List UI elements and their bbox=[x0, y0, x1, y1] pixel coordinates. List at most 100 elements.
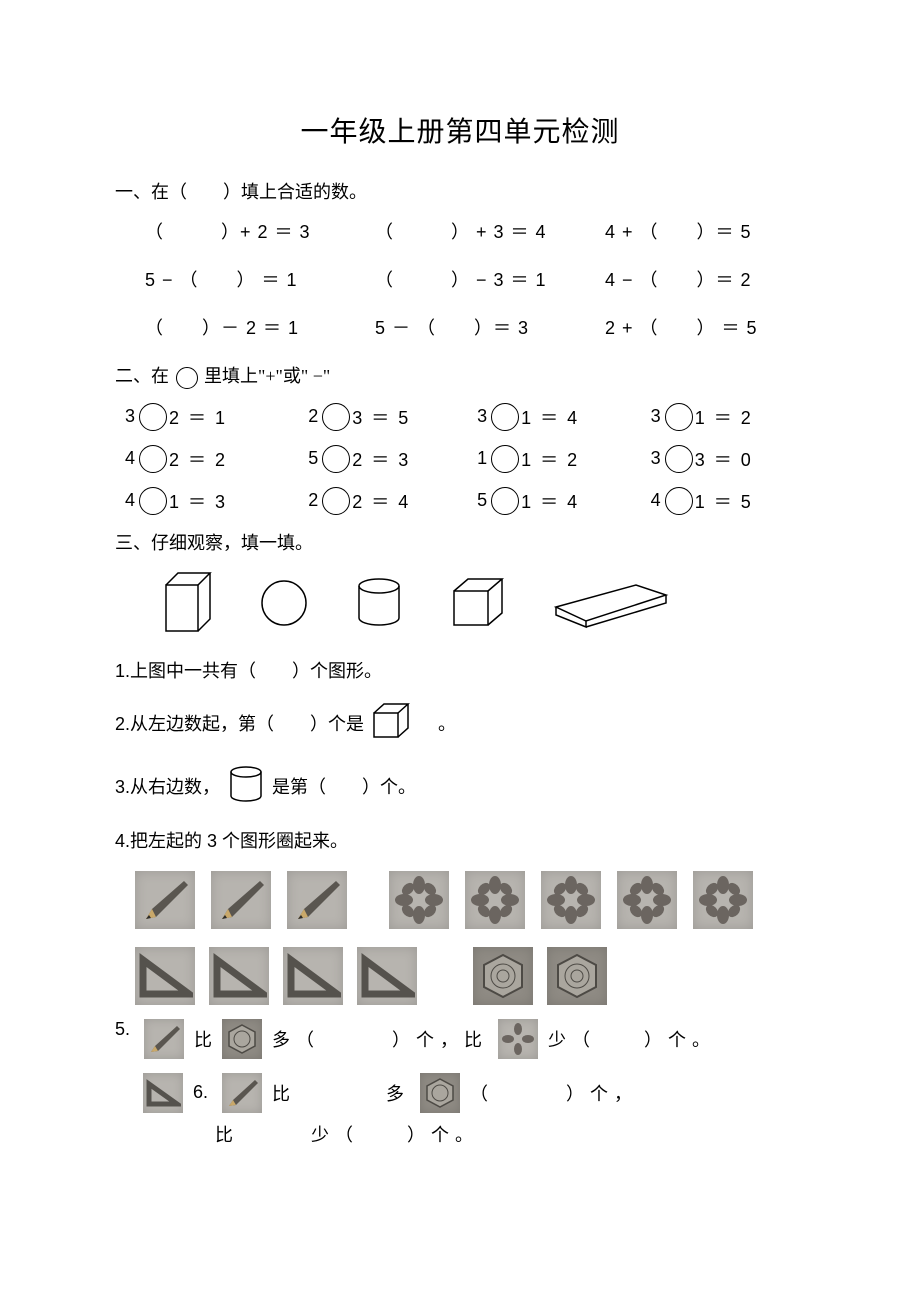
p2-b: 2 ＝ 2 bbox=[169, 446, 227, 472]
section-2-grid: 32 ＝ 1 23 ＝ 5 31 ＝ 4 31 ＝ 2 42 ＝ 2 52 ＝ … bbox=[125, 403, 805, 515]
spacer bbox=[431, 947, 459, 1005]
q5-line: 5. 比 多（ ）个，比 少（ ）个。 bbox=[115, 1019, 805, 1059]
p2-b: 1 ＝ 2 bbox=[521, 446, 579, 472]
p2-a: 3 bbox=[477, 406, 489, 427]
q6-t1: 比 bbox=[272, 1080, 296, 1106]
blank-circle bbox=[491, 487, 519, 515]
q2-pre: 2.从左边数起，第（ ）个是 bbox=[115, 710, 364, 736]
p2-cell: 4 1 ＝ 3 bbox=[125, 487, 308, 515]
p1-cell: 5 − （ ） ＝ 1 bbox=[145, 266, 375, 292]
cylinder-icon bbox=[352, 576, 406, 630]
page-title: 一年级上册第四单元检测 bbox=[115, 110, 805, 150]
q6-t2: 多 bbox=[386, 1080, 410, 1106]
p2-b: 3 ＝ 0 bbox=[695, 446, 753, 472]
q4-line: 4.把左起的 3 个图形圈起来。 bbox=[115, 827, 805, 853]
flower-tile bbox=[541, 871, 601, 929]
p1-cell: （ ）－ 2 ＝ 1 bbox=[145, 314, 375, 340]
p2-row: 3 2 ＝ 1 2 3 ＝ 5 31 ＝ 4 3 1 ＝ 2 bbox=[125, 403, 805, 431]
p2-cell: 3 2 ＝ 1 bbox=[125, 403, 308, 431]
pencil-small-tile bbox=[144, 1019, 184, 1059]
cube-icon bbox=[448, 575, 510, 631]
flower-tile bbox=[617, 871, 677, 929]
q5-t3: 少（ ）个。 bbox=[548, 1026, 716, 1052]
p2-a: 4 bbox=[125, 448, 137, 469]
blank-circle bbox=[139, 403, 167, 431]
q1-line: 1.上图中一共有（ ）个图形。 bbox=[115, 657, 805, 683]
q6-line-2: 比 少（ ）个。 bbox=[215, 1121, 805, 1147]
p2-a: 3 bbox=[651, 406, 663, 427]
cylinder-inline-icon bbox=[226, 764, 266, 809]
p2-b: 3 ＝ 5 bbox=[352, 404, 410, 430]
spacer bbox=[363, 871, 373, 929]
p1-row: （ ）+ 2 ＝ 3 （ ） + 3 ＝ 4 4 + （ ）＝ 5 bbox=[145, 218, 805, 244]
section-2-text-a: 二、在 bbox=[115, 366, 174, 386]
q5-t1: 比 bbox=[194, 1026, 212, 1052]
section-1-grid: （ ）+ 2 ＝ 3 （ ） + 3 ＝ 4 4 + （ ）＝ 5 5 − （ … bbox=[145, 218, 805, 340]
p2-cell: 22 ＝ 4 bbox=[308, 487, 477, 515]
blank-circle bbox=[322, 445, 350, 473]
cube-inline-icon bbox=[370, 701, 414, 746]
q5-num: 5. bbox=[115, 1019, 130, 1040]
p2-b: 1 ＝ 3 bbox=[169, 488, 227, 514]
blank-circle bbox=[491, 403, 519, 431]
p2-a: 3 bbox=[125, 406, 137, 427]
q2-post: 。 bbox=[420, 710, 456, 736]
p2-b: 1 ＝ 4 bbox=[521, 488, 579, 514]
p2-b: 2 ＝ 3 bbox=[352, 446, 410, 472]
hexagon-tile bbox=[473, 947, 533, 1005]
q3-post: 是第（ ）个。 bbox=[272, 773, 416, 799]
q6-line: 6. 比 多 （ ）个， bbox=[115, 1073, 805, 1113]
blank-circle bbox=[322, 403, 350, 431]
hexagon-small-tile bbox=[420, 1073, 460, 1113]
cuboid-long-icon bbox=[552, 577, 672, 629]
p1-cell: （ ）+ 2 ＝ 3 bbox=[145, 218, 375, 244]
image-row-2 bbox=[135, 947, 805, 1005]
p2-row: 4 1 ＝ 3 22 ＝ 4 5 1 ＝ 4 4 1 ＝ 5 bbox=[125, 487, 805, 515]
q6-t3: （ ）个， bbox=[470, 1080, 638, 1106]
p2-a: 2 bbox=[308, 406, 320, 427]
p2-a: 3 bbox=[651, 448, 663, 469]
blank-circle bbox=[665, 403, 693, 431]
section-2-head: 二、在 里填上"+"或" −" bbox=[115, 362, 805, 389]
p2-a: 4 bbox=[651, 490, 663, 511]
p2-b: 2 ＝ 1 bbox=[169, 404, 227, 430]
p1-cell: （ ） + 3 ＝ 4 bbox=[375, 218, 605, 244]
p2-cell: 5 2 ＝ 3 bbox=[308, 445, 477, 473]
blank-circle bbox=[665, 487, 693, 515]
pencil-small-tile bbox=[222, 1073, 262, 1113]
p1-cell: 4 + （ ）＝ 5 bbox=[605, 218, 825, 244]
blank-circle bbox=[491, 445, 519, 473]
flower-small-tile bbox=[498, 1019, 538, 1059]
pencil-tile bbox=[211, 871, 271, 929]
pencil-tile bbox=[135, 871, 195, 929]
triangle-tile bbox=[357, 947, 417, 1005]
p1-cell: 4 − （ ）＝ 2 bbox=[605, 266, 825, 292]
p2-b: 1 ＝ 2 bbox=[695, 404, 753, 430]
p2-b: 1 ＝ 5 bbox=[695, 488, 753, 514]
image-row-1 bbox=[135, 871, 805, 929]
q2-line: 2.从左边数起，第（ ）个是 。 bbox=[115, 701, 805, 746]
section-2-text-b: 里填上"+"或" −" bbox=[200, 366, 331, 386]
q4-text: 4.把左起的 3 个图形圈起来。 bbox=[115, 827, 348, 853]
triangle-tile bbox=[283, 947, 343, 1005]
p2-cell: 31 ＝ 4 bbox=[477, 403, 651, 431]
triangle-tile bbox=[209, 947, 269, 1005]
p2-cell: 3 3 ＝ 0 bbox=[651, 445, 805, 473]
triangle-tile bbox=[135, 947, 195, 1005]
p2-b: 2 ＝ 4 bbox=[352, 488, 410, 514]
p2-a: 4 bbox=[125, 490, 137, 511]
flower-tile bbox=[693, 871, 753, 929]
p2-a: 1 bbox=[477, 448, 489, 469]
section-3-head: 三、仔细观察，填一填。 bbox=[115, 529, 805, 555]
cuboid-tall-icon bbox=[160, 569, 216, 637]
section-1-head: 一、在（ ）填上合适的数。 bbox=[115, 178, 805, 204]
q1-text: 1.上图中一共有（ ）个图形。 bbox=[115, 657, 382, 683]
p2-a: 5 bbox=[477, 490, 489, 511]
p2-a: 5 bbox=[308, 448, 320, 469]
p2-cell: 3 1 ＝ 2 bbox=[651, 403, 805, 431]
q6-num: 6. bbox=[193, 1082, 208, 1103]
shapes-row bbox=[160, 569, 805, 637]
blank-circle bbox=[322, 487, 350, 515]
blank-circle bbox=[665, 445, 693, 473]
circle-icon bbox=[176, 367, 198, 389]
